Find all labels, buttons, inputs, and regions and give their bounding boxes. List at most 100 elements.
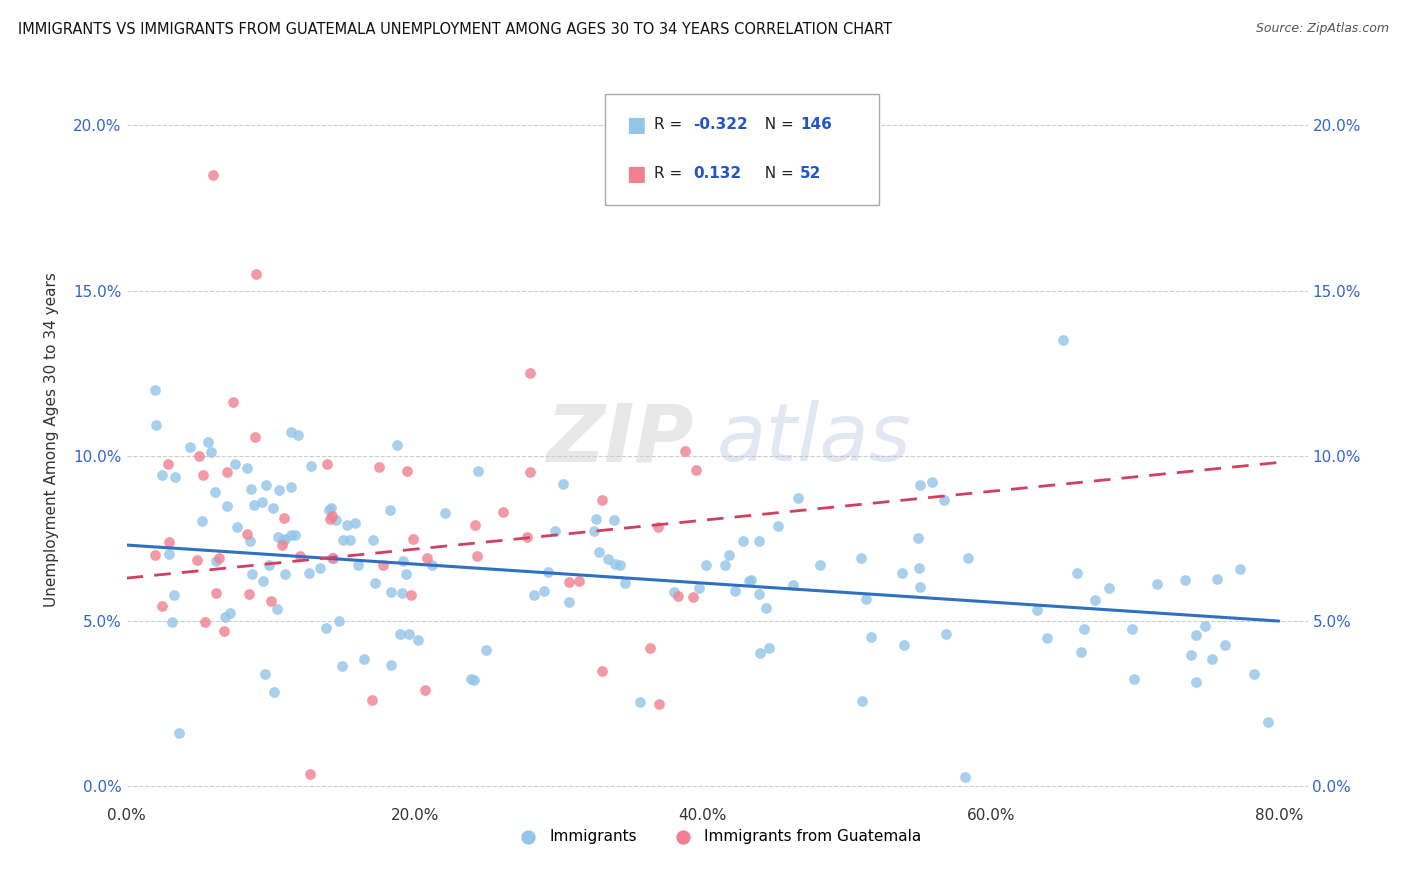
Point [274, 532, 297, 546]
Point [254, 477, 277, 491]
Point [460, 673, 482, 687]
Point [396, 463, 419, 477]
Point [609, 558, 631, 572]
Point [402, 532, 425, 546]
Point [1194, 619, 1216, 633]
Point [662, 585, 685, 599]
Point [389, 627, 412, 641]
Point [339, 533, 361, 548]
Point [851, 694, 873, 708]
Point [1070, 645, 1092, 659]
Point [197, 435, 219, 450]
Point [201, 168, 224, 182]
Point [893, 638, 915, 652]
Text: IMMIGRANTS VS IMMIGRANTS FROM GUATEMALA UNEMPLOYMENT AMONG AGES 30 TO 34 YEARS C: IMMIGRANTS VS IMMIGRANTS FROM GUATEMALA … [18, 22, 893, 37]
Point [935, 627, 957, 641]
Point [465, 549, 488, 563]
Point [1098, 581, 1121, 595]
Point [1036, 631, 1059, 645]
Point [416, 550, 439, 565]
Point [673, 444, 696, 458]
Point [628, 694, 651, 708]
Point [328, 615, 350, 629]
Text: ■: ■ [626, 115, 645, 135]
Point [191, 514, 214, 528]
Point [766, 518, 789, 533]
Point [321, 508, 343, 523]
Point [215, 499, 238, 513]
Point [1184, 675, 1206, 690]
Point [280, 425, 302, 439]
Point [367, 459, 389, 474]
Point [315, 457, 337, 471]
Point [1084, 592, 1107, 607]
Point [319, 512, 342, 526]
Point [361, 692, 384, 706]
Text: atlas: atlas [717, 401, 912, 478]
Point [748, 534, 770, 549]
Point [519, 366, 541, 380]
Point [269, 483, 291, 497]
Point [205, 585, 228, 599]
Point [263, 684, 285, 698]
Point [280, 480, 302, 494]
Point [380, 584, 402, 599]
Point [523, 588, 546, 602]
Point [602, 513, 624, 527]
Point [346, 558, 368, 573]
Point [519, 466, 541, 480]
Point [252, 574, 274, 589]
Point [143, 383, 166, 397]
Point [274, 567, 297, 582]
Point [145, 418, 167, 433]
Point [308, 560, 330, 574]
Point [260, 593, 283, 607]
Point [194, 615, 217, 629]
Point [330, 659, 353, 673]
Point [267, 530, 290, 544]
Point [273, 511, 295, 525]
Point [322, 551, 344, 566]
Point [217, 466, 239, 480]
Point [262, 500, 284, 515]
Point [406, 632, 429, 647]
Point [551, 476, 574, 491]
Legend: Immigrants, Immigrants from Guatemala: Immigrants, Immigrants from Guatemala [506, 822, 928, 850]
Point [222, 395, 245, 409]
Point [315, 621, 337, 635]
Point [808, 558, 831, 572]
Point [162, 615, 184, 629]
Text: 52: 52 [800, 167, 821, 181]
Point [1229, 562, 1251, 576]
Point [336, 518, 359, 533]
Point [165, 470, 187, 484]
Point [204, 485, 226, 500]
Point [738, 574, 761, 588]
Point [855, 592, 877, 607]
Point [1026, 603, 1049, 617]
Point [385, 438, 408, 452]
Point [740, 573, 762, 587]
Point [391, 586, 413, 600]
Point [240, 566, 263, 581]
Point [266, 602, 288, 616]
Point [163, 588, 186, 602]
Point [207, 551, 229, 566]
Point [413, 683, 436, 698]
Point [682, 590, 704, 604]
Point [284, 528, 307, 542]
Point [243, 498, 266, 512]
Point [544, 524, 567, 538]
Y-axis label: Unemployment Among Ages 30 to 34 years: Unemployment Among Ages 30 to 34 years [45, 272, 59, 607]
Point [252, 495, 274, 509]
Point [214, 610, 236, 624]
Point [1201, 651, 1223, 665]
Point [758, 640, 780, 655]
Point [1184, 628, 1206, 642]
Point [467, 464, 489, 478]
Point [332, 533, 354, 547]
Point [613, 575, 636, 590]
Point [156, 458, 179, 472]
Point [464, 518, 486, 533]
Point [150, 467, 173, 482]
